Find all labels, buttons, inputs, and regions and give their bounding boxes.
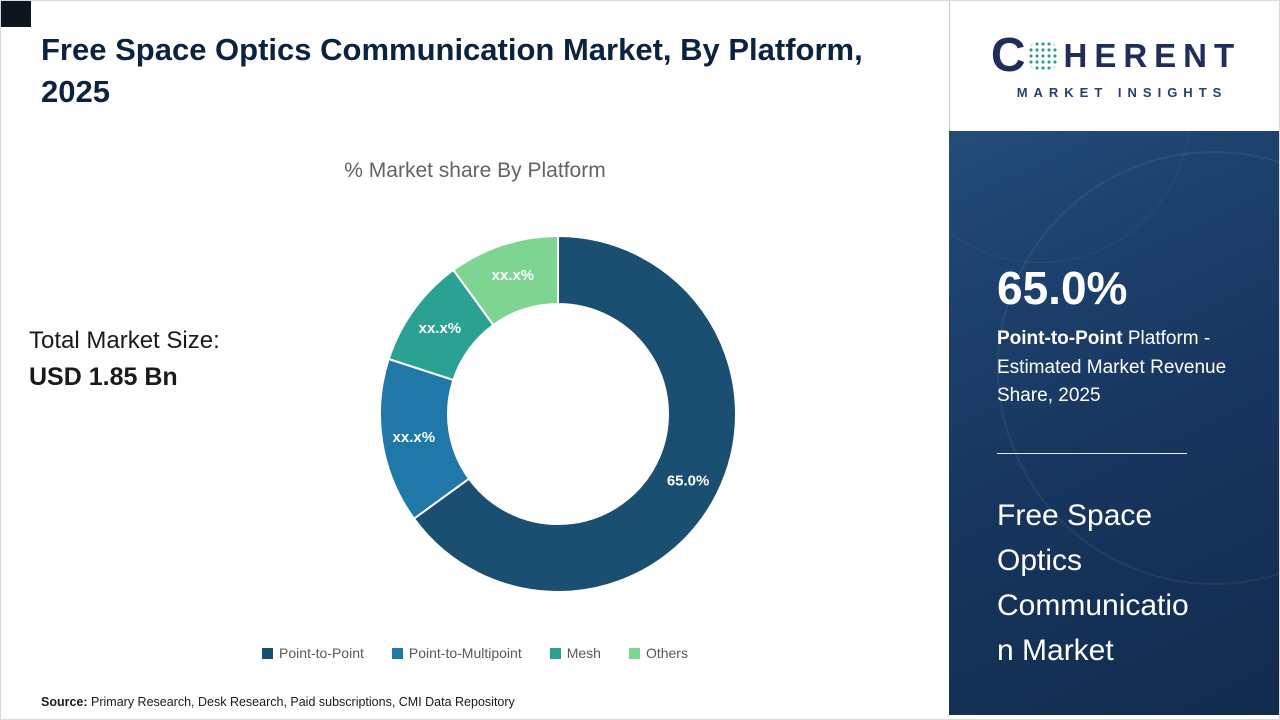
legend-swatch-others: [628, 647, 640, 659]
donut-segment-others: [451, 234, 559, 327]
chart-title: % Market share By Platform: [344, 159, 606, 182]
total-market-value: USD 1.85 Bn: [29, 363, 178, 391]
legend-label: Point-to-Multipoint: [408, 645, 522, 661]
legend-item-point-to-multipoint: Point-to-Multipoint: [391, 645, 522, 661]
legend-item-mesh: Mesh: [549, 645, 601, 661]
stat-description-rest: Platform - Estimated Market Revenue Shar…: [997, 328, 1227, 406]
legend-item-point-to-point: Point-to-Point: [262, 645, 364, 661]
donut-chart-svg: 65.0% xx.x% xx.x% xx.x%: [379, 234, 737, 593]
panel-market-name: Free Space Optics Communication Market: [997, 499, 1189, 667]
legend-label: Others: [645, 645, 688, 661]
brand-wordmark: C HERENT: [991, 32, 1241, 80]
legend-swatch-mesh: [549, 647, 561, 659]
slice-label: xx.x%: [419, 320, 462, 337]
chart-legend: Point-to-Point Point-to-Multipoint Mesh …: [1, 645, 949, 661]
highlight-stat-value: 65.0%: [997, 262, 1128, 314]
legend-item-others: Others: [628, 645, 688, 661]
stat-platform-name: Point-to-Point: [997, 328, 1123, 349]
brand-tagline: MARKET INSIGHTS: [1016, 85, 1228, 100]
globe-dots-icon: [1027, 40, 1060, 72]
legend-swatch-point-to-point: [262, 647, 274, 659]
legend-label: Mesh: [566, 645, 601, 661]
slice-label: xx.x%: [393, 429, 436, 446]
brand-letter-c: C: [990, 29, 1026, 82]
highlight-stat-description: Point-to-Point Platform - Estimated Mark…: [997, 325, 1231, 411]
slice-label: 65.0%: [667, 472, 710, 489]
donut-segment-point-to-point: [412, 234, 737, 593]
total-market-block: Total Market Size: USD 1.85 Bn: [29, 327, 220, 392]
source-note: Source: Primary Research, Desk Research,…: [41, 695, 515, 709]
slice-label: xx.x%: [492, 267, 535, 284]
total-market-label: Total Market Size:: [29, 327, 220, 354]
brand-letters-rest: HERENT: [1063, 37, 1242, 74]
source-text: Primary Research, Desk Research, Paid su…: [87, 695, 515, 709]
panel-divider-line: [997, 453, 1187, 454]
page-title: Free Space Optics Communication Market, …: [41, 32, 863, 109]
donut-chart: 65.0% xx.x% xx.x% xx.x%: [373, 229, 743, 599]
legend-swatch-point-to-multipoint: [391, 647, 403, 659]
legend-label: Point-to-Point: [279, 645, 364, 661]
source-prefix: Source:: [41, 695, 88, 709]
brand-logo: C HERENT MARKET INSIGHTS: [949, 1, 1279, 131]
corner-accent-square: [1, 1, 31, 27]
